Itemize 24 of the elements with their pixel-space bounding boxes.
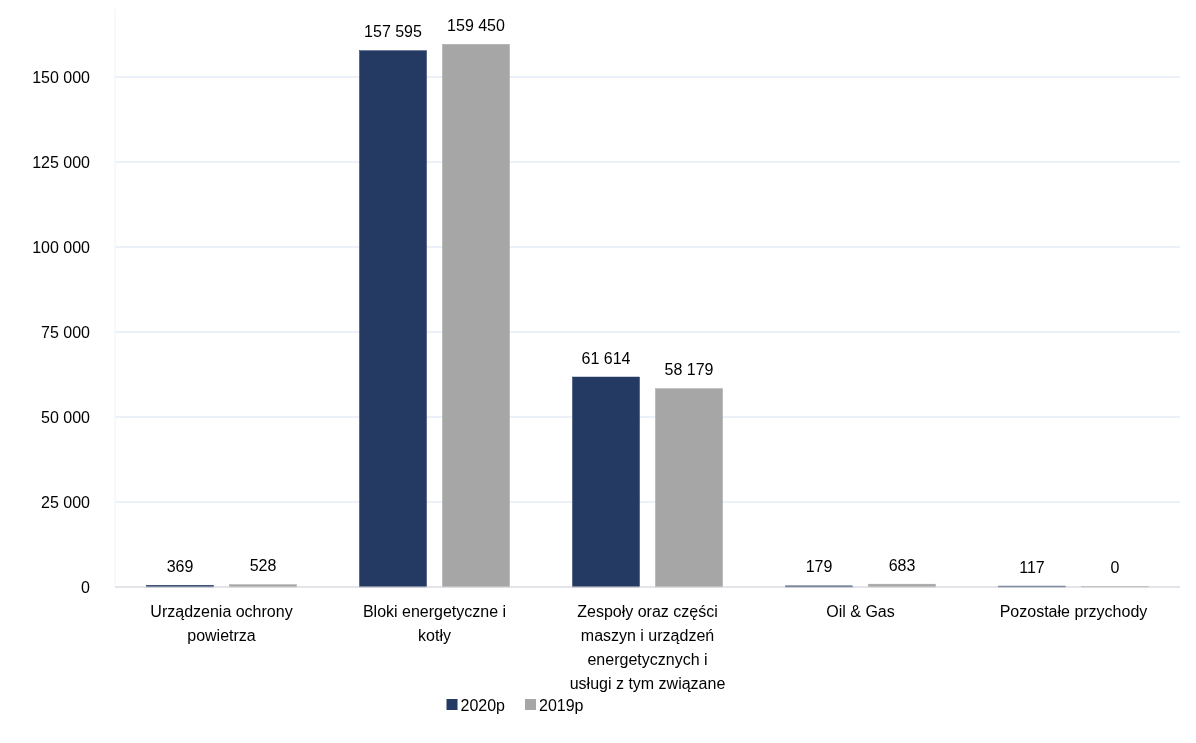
x-tick-label: Zespoły oraz części maszyn i urządzeń energetycznych i usługi z tym związane <box>569 603 726 692</box>
legend-label: 2020p <box>460 696 506 714</box>
data-label: 0 <box>1110 559 1120 576</box>
data-label: 159 450 <box>447 16 506 34</box>
legend-label: 2019p <box>539 696 584 714</box>
x-tick-label: Pozostałe przychody <box>999 603 1148 620</box>
data-label: 179 <box>805 558 833 576</box>
y-tick-label: 150 000 <box>32 68 91 86</box>
data-label: 58 179 <box>664 361 714 379</box>
y-tick-label: 125 000 <box>32 153 91 171</box>
x-tick-label: Bloki energetyczne i kotły <box>362 603 507 644</box>
data-label: 369 <box>166 557 194 575</box>
data-label: 117 <box>1019 558 1045 576</box>
y-tick-label: 50 000 <box>41 408 91 426</box>
x-tick-label: Urządzenia ochrony powietrza <box>150 603 293 644</box>
data-label: 61 614 <box>581 349 631 367</box>
y-tick-label: 100 000 <box>32 238 91 256</box>
y-tick-label: 25 000 <box>41 493 91 511</box>
data-label: 683 <box>888 556 916 574</box>
y-tick-label: 75 000 <box>41 323 91 341</box>
data-label: 528 <box>249 557 277 575</box>
y-tick-label: 0 <box>81 578 91 596</box>
data-label: 157 595 <box>364 23 423 41</box>
x-tick-label: Oil & Gas <box>826 603 895 620</box>
